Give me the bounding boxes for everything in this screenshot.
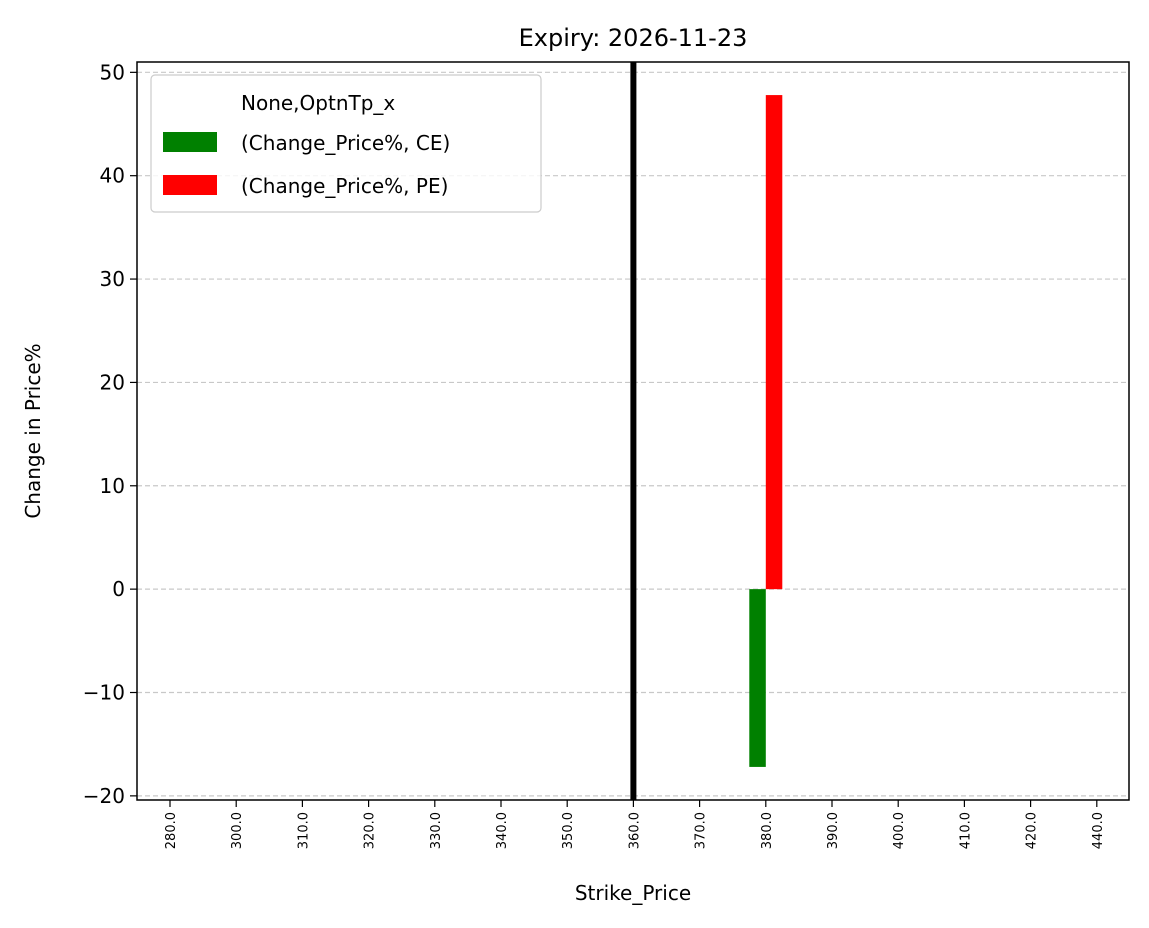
legend-title: None,OptnTp_x [241,91,395,115]
x-tick-label: 370.0 [694,812,709,849]
chart-title: Expiry: 2026-11-23 [519,24,748,52]
x-tick-label: 310.0 [296,812,311,849]
legend-label-pe: (Change_Price%, PE) [241,174,448,198]
bar-ce [749,589,766,767]
x-tick-label: 350.0 [561,812,576,849]
y-tick-label: 10 [100,474,125,498]
bar-pe [765,95,783,590]
y-tick-label: −20 [83,784,125,808]
x-tick-label: 380.0 [760,812,775,849]
x-tick-label: 360.0 [627,812,642,849]
y-axis: −20 −10 0 10 20 30 40 50 [83,60,137,808]
y-tick-label: 20 [100,370,125,394]
y-tick-label: 0 [112,577,125,601]
x-tick-label: 330.0 [429,812,444,849]
y-tick-label: −10 [83,681,125,705]
legend-label-ce: (Change_Price%, CE) [241,131,450,155]
legend-swatch-ce [163,132,217,152]
legend: None,OptnTp_x (Change_Price%, CE) (Chang… [150,74,542,213]
y-tick-label: 50 [100,60,125,84]
legend-box [150,74,542,213]
y-tick-label: 40 [100,164,125,188]
legend-swatch-pe [163,175,217,195]
y-axis-label: Change in Price% [21,343,45,518]
x-tick-label: 390.0 [826,812,841,849]
x-tick-label: 440.0 [1091,812,1106,849]
x-tick-label: 320.0 [363,812,378,849]
x-tick-label: 300.0 [230,812,245,849]
bars [749,95,783,767]
y-tick-label: 30 [100,267,125,291]
x-axis: 280.0 300.0 310.0 320.0 330.0 340.0 350.0 360.0… [164,800,1106,849]
x-tick-label: 280.0 [164,812,179,849]
x-tick-label: 420.0 [1025,812,1040,849]
x-tick-label: 400.0 [892,812,907,849]
x-axis-label: Strike_Price [575,881,691,905]
x-tick-label: 410.0 [958,812,973,849]
x-tick-label: 340.0 [495,812,510,849]
